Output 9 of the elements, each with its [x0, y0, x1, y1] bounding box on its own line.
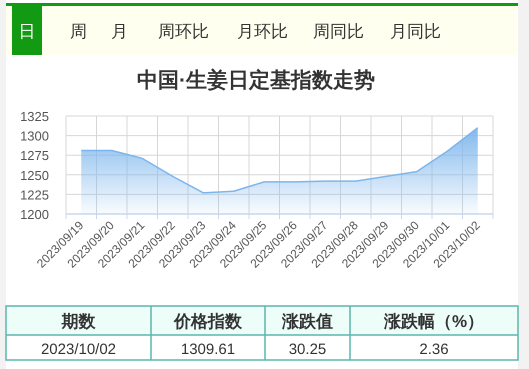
tabs: 日 周 月 周环比 月环比 周同比 月同比 — [6, 3, 518, 55]
y-tick-label: 1250 — [20, 168, 49, 183]
y-tick-label: 1300 — [20, 128, 49, 144]
table: 期数 价格指数 涨跌值 涨跌幅（%） 2023/10/02 1309.61 30.25 2.36 — [5, 305, 519, 361]
y-tick-label: 1275 — [20, 148, 49, 164]
y-tick-label: 1325 — [20, 109, 49, 124]
chart-title: 中国·生姜日定基指数走势 — [137, 68, 375, 92]
y-tick-label: 1225 — [20, 187, 49, 202]
y-tick-label: 1200 — [20, 207, 49, 222]
